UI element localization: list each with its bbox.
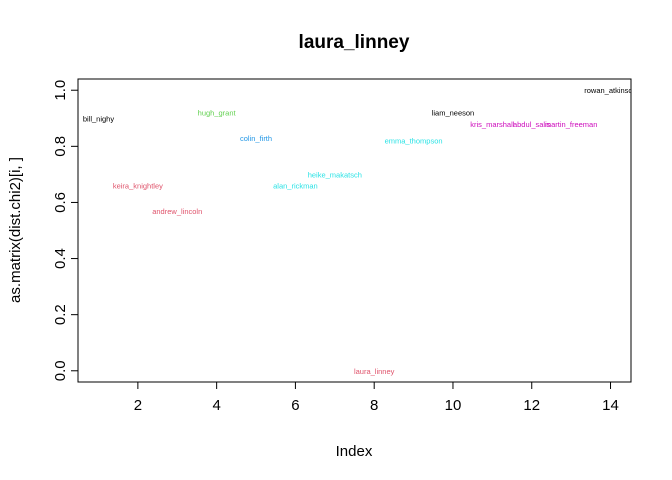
point-label: bill_nighy: [83, 114, 115, 123]
point-label: martin_freeman: [545, 120, 598, 129]
point-label: colin_firth: [240, 134, 272, 143]
y-tick-label: 1.0: [52, 80, 69, 101]
x-tick-label: 14: [602, 397, 619, 414]
y-axis-label: as.matrix(dist.chi2)[i, ]: [7, 157, 24, 303]
x-axis: 2 4 6 8 10 12 14: [134, 381, 619, 414]
x-tick-label: 8: [370, 397, 378, 414]
point-label: kris_marshall: [470, 120, 515, 129]
y-tick-label: 0.0: [52, 360, 69, 381]
x-tick-label: 6: [291, 397, 299, 414]
point-label: andrew_lincoln: [152, 207, 202, 216]
point-labels: bill_nighy keira_knightley andrew_lincoln h…: [83, 86, 637, 376]
point-label: heike_makatsch: [308, 170, 362, 179]
y-tick-label: 0.8: [52, 136, 69, 157]
x-axis-label: Index: [336, 443, 373, 460]
chart-title: laura_linney: [299, 32, 410, 53]
point-label: keira_knightley: [113, 182, 163, 191]
point-label: rowan_atkinson: [584, 86, 637, 95]
point-label: laura_linney: [354, 367, 395, 376]
y-tick-label: 0.6: [52, 192, 69, 213]
y-tick-label: 0.2: [52, 304, 69, 325]
y-axis: 0.0 0.2 0.4 0.6 0.8 1.0: [52, 80, 79, 381]
point-label: liam_neeson: [432, 109, 475, 118]
x-tick-label: 2: [134, 397, 142, 414]
point-label: abdul_salis: [513, 120, 551, 129]
point-label: hugh_grant: [198, 109, 237, 118]
y-tick-label: 0.4: [52, 248, 69, 269]
x-tick-label: 12: [523, 397, 540, 414]
x-tick-label: 4: [212, 397, 220, 414]
x-tick-label: 10: [445, 397, 462, 414]
point-label: emma_thompson: [385, 137, 443, 146]
point-label: alan_rickman: [273, 182, 318, 191]
